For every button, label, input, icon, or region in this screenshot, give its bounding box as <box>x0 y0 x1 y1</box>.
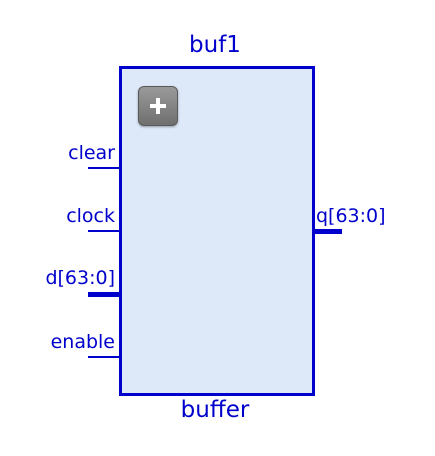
port-bus-q[interactable] <box>312 229 342 234</box>
port-label-clear: clear <box>68 142 115 164</box>
plus-icon <box>150 98 166 114</box>
expand-button[interactable] <box>138 86 178 126</box>
instance-name: buf1 <box>189 32 241 58</box>
port-pin-clear[interactable] <box>88 167 119 169</box>
port-bus-d[interactable] <box>88 292 119 297</box>
port-label-q: q[63:0] <box>316 205 386 227</box>
port-label-clock: clock <box>66 205 115 227</box>
port-pin-clock[interactable] <box>88 230 119 232</box>
port-pin-enable[interactable] <box>88 356 119 358</box>
module-name: buffer <box>180 397 250 423</box>
port-label-d: d[63:0] <box>45 267 115 289</box>
port-label-enable: enable <box>50 331 115 353</box>
